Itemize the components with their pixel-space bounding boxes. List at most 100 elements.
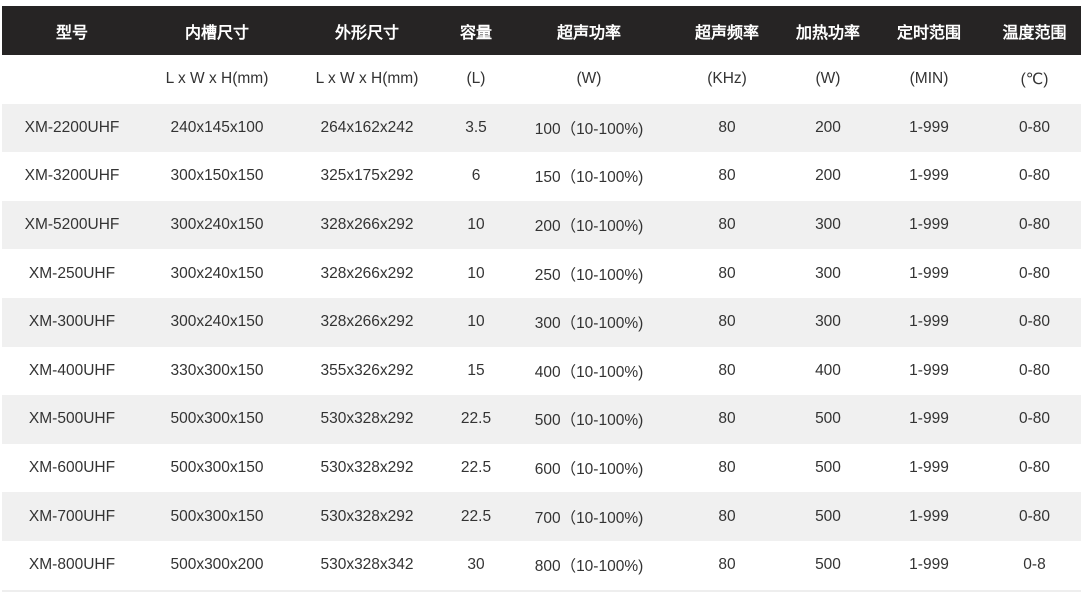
table-cell: 800（10-100%): [510, 540, 668, 592]
unit-cell: [2, 55, 142, 104]
table-cell: 30: [442, 540, 510, 592]
table-cell: 1-999: [870, 492, 988, 541]
table-body: L x W x H(mm) L x W x H(mm) (L) (W) (KHz) (W)…: [2, 55, 1081, 592]
table-cell: 325x175x292: [320, 167, 414, 185]
table-cell: XM-300UHF: [2, 297, 142, 347]
table-cell: 10: [442, 200, 510, 250]
units-row: L x W x H(mm) L x W x H(mm) (L) (W) (KHz) (W)…: [2, 55, 1081, 104]
table-cell: 200: [815, 167, 841, 185]
table-cell: 328x266x292: [320, 264, 414, 282]
table-cell: 200（10-100%): [510, 200, 668, 250]
table-row: XM-5200UHF 300x240x150 328x266x292 10 200（10…: [2, 200, 1081, 250]
unit-cell: (L): [466, 70, 486, 88]
table-cell: 264x162x242: [292, 103, 442, 153]
table-cell: 0-8: [988, 540, 1081, 592]
table-cell: 1-999: [909, 459, 949, 477]
table-cell: 355x326x292: [320, 361, 414, 379]
table-cell: 80: [668, 200, 786, 250]
spec-table: 型号 内槽尺寸 外形尺寸 容量 超声功率 超声频率 加热功率 定时范围 温度范围 L x W x…: [2, 6, 1081, 592]
table-cell: 1-999: [909, 264, 949, 282]
table-cell: 300x150x150: [170, 167, 264, 185]
table-row: XM-700UHF 500x300x150 530x328x292 22.5 700（1…: [2, 492, 1081, 541]
table-cell: XM-600UHF: [28, 459, 116, 477]
unit-cell: (W): [815, 70, 841, 88]
column-header: 定时范围: [870, 6, 988, 55]
table-cell: 1-999: [870, 297, 988, 347]
table-cell: 0-80: [988, 103, 1081, 153]
table-cell: 1-999: [870, 540, 988, 592]
table-cell: 500: [815, 459, 841, 477]
table-cell: 500x300x150: [142, 395, 292, 444]
table-cell: 300（10-100%): [510, 297, 668, 347]
table-cell: 250（10-100%): [534, 266, 644, 284]
column-header: 型号: [2, 6, 142, 55]
table-cell: XM-400UHF: [28, 361, 116, 379]
table-cell: XM-250UHF: [28, 264, 116, 282]
table-cell: 500x300x150: [170, 459, 264, 477]
column-header: 加热功率: [786, 6, 870, 55]
table-row: XM-400UHF 330x300x150 355x326x292 15 400（10-…: [2, 347, 1081, 396]
header-row: 型号 内槽尺寸 外形尺寸 容量 超声功率 超声频率 加热功率 定时范围 温度范围: [2, 6, 1081, 55]
table-cell: 80: [668, 540, 786, 592]
table-cell: 500x300x200: [142, 540, 292, 592]
table-cell: 80: [668, 103, 786, 153]
column-header: 外形尺寸: [292, 6, 442, 55]
table-cell: 1-999: [909, 361, 949, 379]
table-cell: 80: [718, 264, 736, 282]
column-header: 内槽尺寸: [142, 6, 292, 55]
table-cell: 0-80: [988, 200, 1081, 250]
table-cell: 600（10-100%): [534, 461, 644, 479]
table-cell: 300x240x150: [170, 264, 264, 282]
table-cell: XM-5200UHF: [2, 200, 142, 250]
table-cell: 530x328x292: [320, 459, 414, 477]
table-cell: 300: [786, 297, 870, 347]
table-cell: 530x328x292: [292, 395, 442, 444]
column-header: 超声功率: [510, 6, 668, 55]
table-cell: 10: [442, 297, 510, 347]
table-cell: 0-80: [988, 492, 1081, 541]
table-cell: 530x328x292: [292, 492, 442, 541]
table-cell: 328x266x292: [292, 200, 442, 250]
table-cell: 3.5: [442, 103, 510, 153]
unit-cell: (W): [576, 70, 602, 88]
table-cell: 150（10-100%): [534, 169, 644, 187]
table-row: XM-800UHF 500x300x200 530x328x342 30 800（10-…: [2, 540, 1081, 592]
table-cell: 700（10-100%): [510, 492, 668, 541]
table-row: XM-3200UHF 300x150x150 325x175x292 6 150（10-…: [2, 152, 1081, 201]
table-cell: XM-500UHF: [2, 395, 142, 444]
table-cell: 300: [815, 264, 841, 282]
table-cell: 300x240x150: [142, 297, 292, 347]
table-cell: 500（10-100%): [510, 395, 668, 444]
table-cell: 0-80: [1018, 361, 1051, 379]
table-cell: 22.5: [442, 395, 510, 444]
table-cell: 6: [471, 167, 481, 185]
table-cell: 500: [786, 492, 870, 541]
table-cell: 15: [467, 361, 485, 379]
table-cell: 80: [668, 297, 786, 347]
table-cell: 80: [718, 459, 736, 477]
table-cell: XM-3200UHF: [24, 167, 120, 185]
table-cell: 1-999: [909, 167, 949, 185]
table-cell: 328x266x292: [292, 297, 442, 347]
table-cell: 200: [786, 103, 870, 153]
table-row: XM-2200UHF 240x145x100 264x162x242 3.5 100（1…: [2, 103, 1081, 153]
table-cell: 300: [786, 200, 870, 250]
table-cell: 1-999: [870, 395, 988, 444]
table-row: XM-300UHF 300x240x150 328x266x292 10 300（10-…: [2, 297, 1081, 347]
table-cell: 1-999: [870, 200, 988, 250]
table-cell: 80: [718, 167, 736, 185]
table-cell: 80: [668, 492, 786, 541]
unit-cell: (KHz): [707, 70, 747, 88]
table-cell: XM-700UHF: [2, 492, 142, 541]
column-header: 容量: [442, 6, 510, 55]
table-cell: 22.5: [442, 492, 510, 541]
table-cell: 530x328x342: [292, 540, 442, 592]
table-cell: 0-80: [1018, 167, 1051, 185]
table-cell: 500: [786, 540, 870, 592]
table-cell: 0-80: [1018, 459, 1051, 477]
table-cell: 80: [668, 395, 786, 444]
table-cell: 300x240x150: [142, 200, 292, 250]
table-cell: 1-999: [870, 103, 988, 153]
table-cell: 10: [467, 264, 485, 282]
table-cell: 500: [786, 395, 870, 444]
